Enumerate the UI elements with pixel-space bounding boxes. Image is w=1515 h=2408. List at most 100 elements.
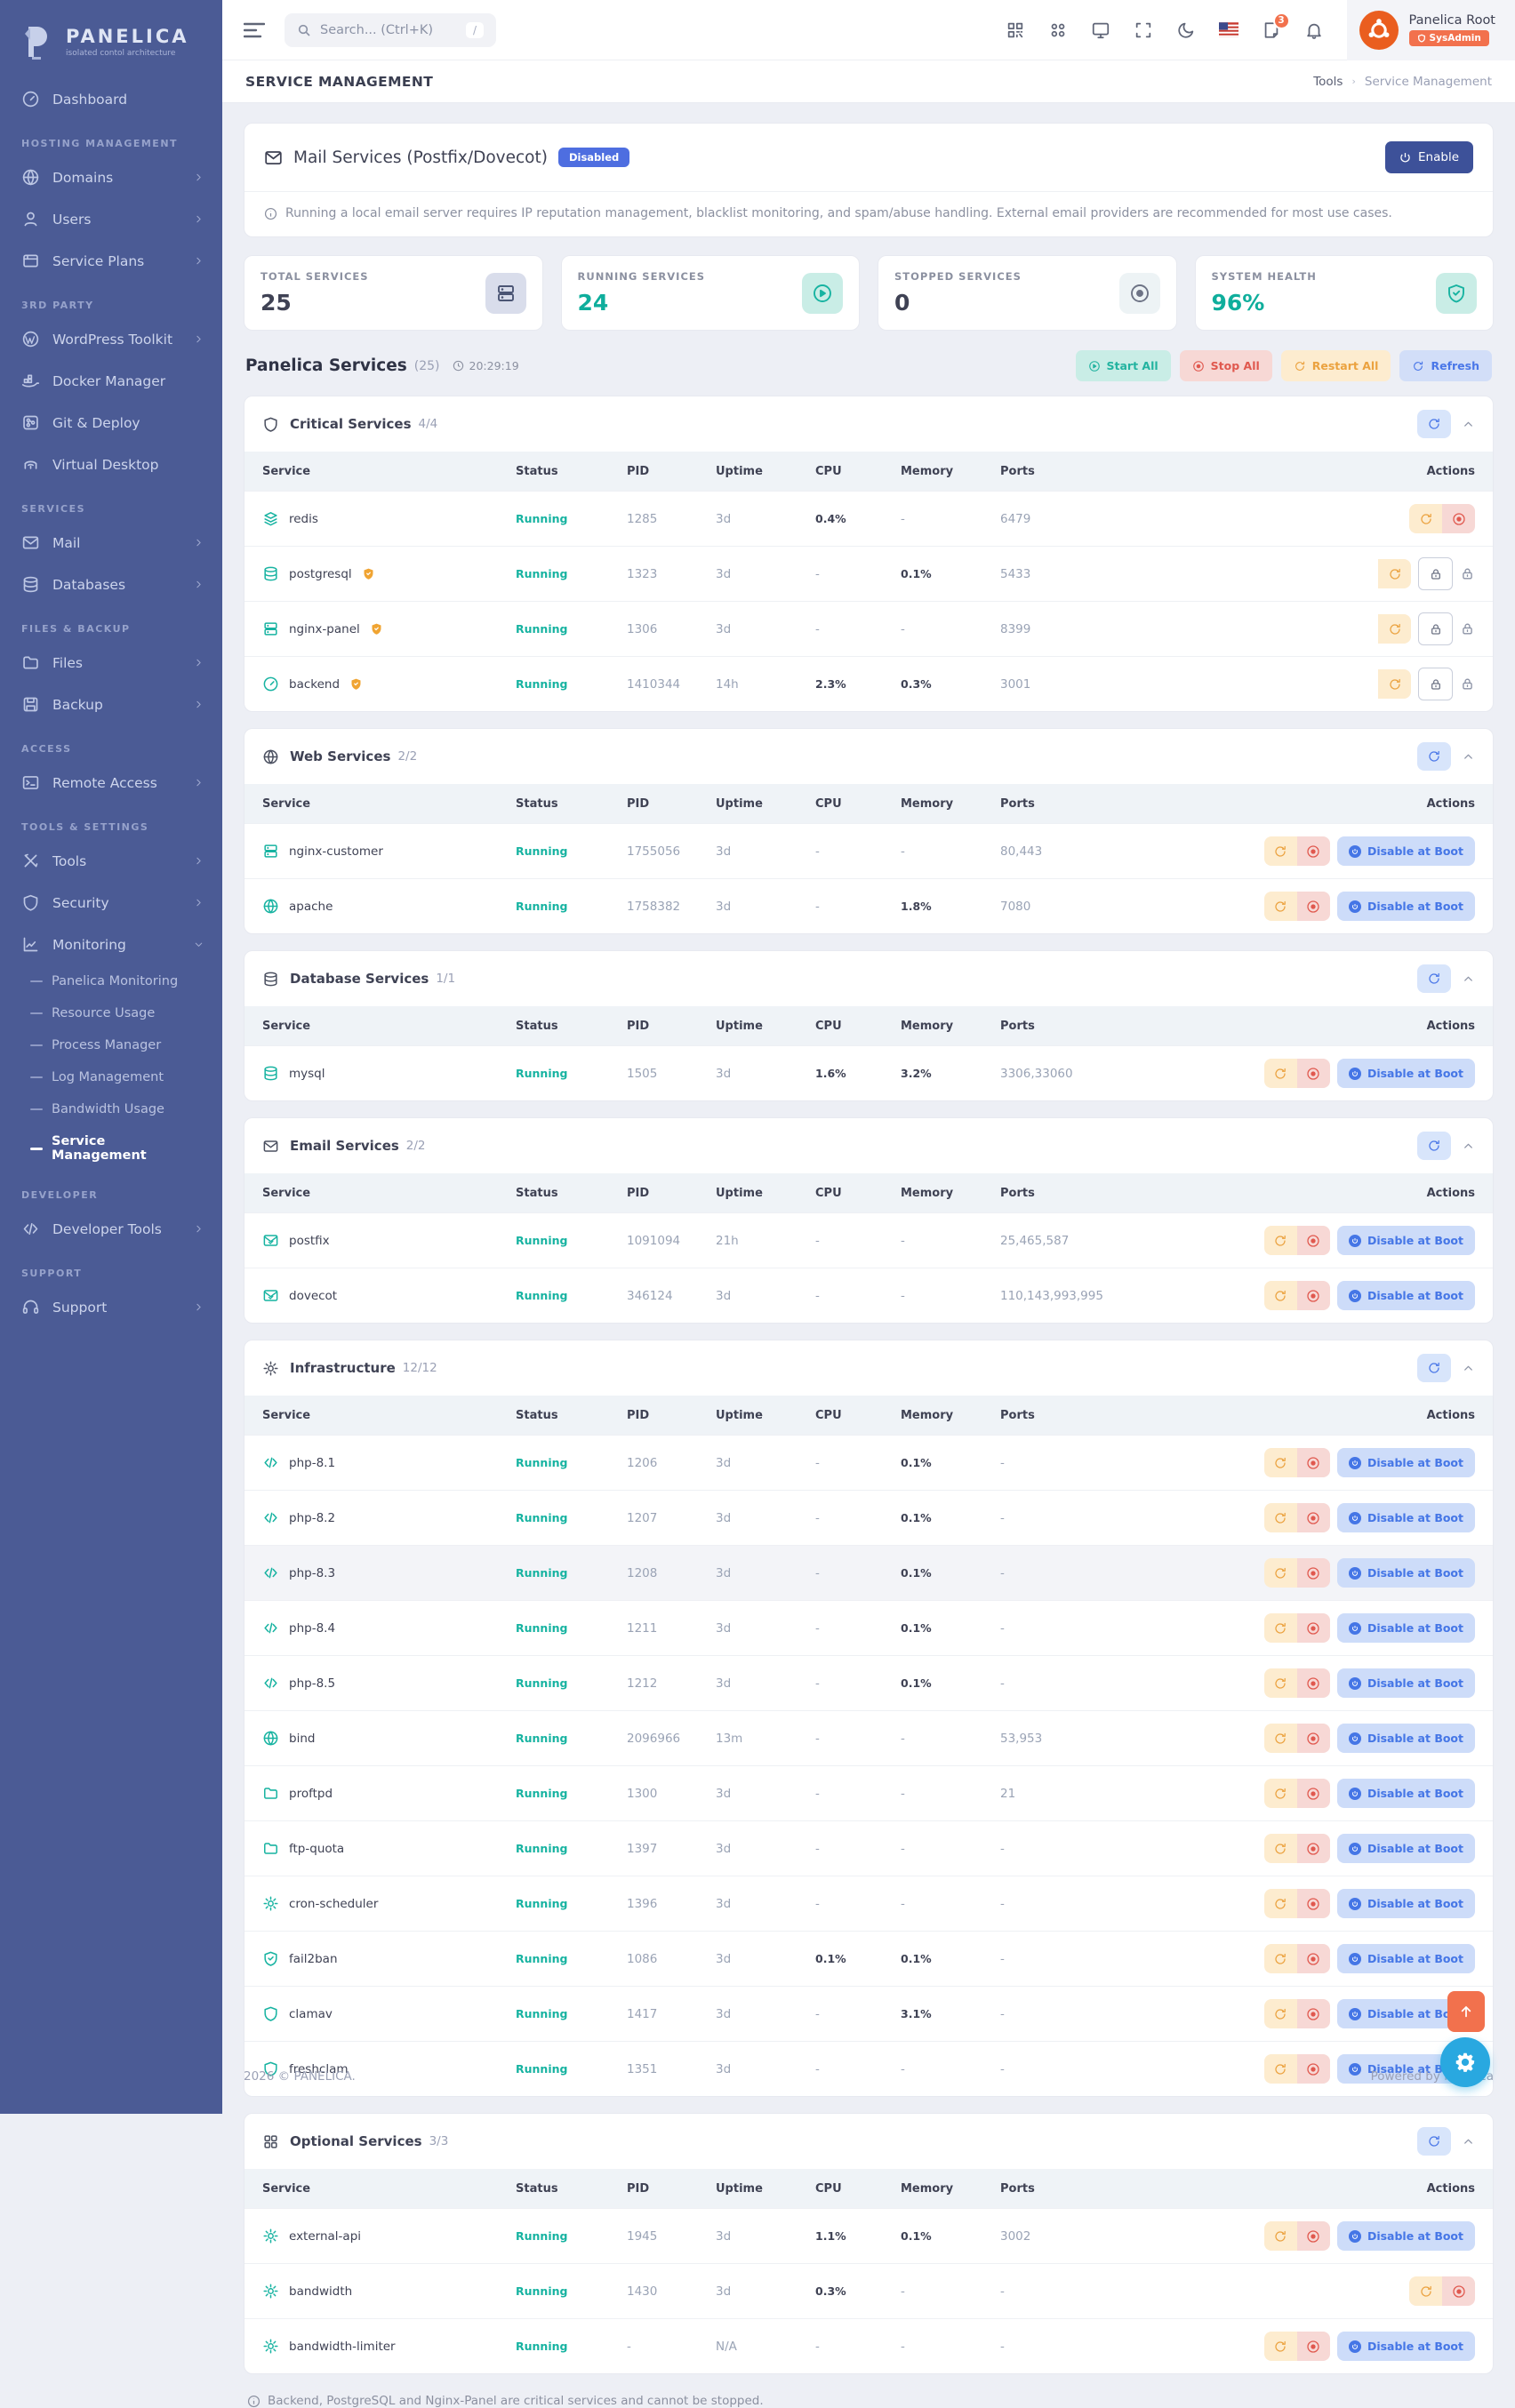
stop-service-button[interactable] — [1296, 2332, 1330, 2361]
disable-at-boot-button[interactable]: Disable at Boot — [1336, 1503, 1475, 1532]
restart-service-button[interactable] — [1263, 1226, 1297, 1255]
disable-at-boot-button[interactable]: Disable at Boot — [1336, 2332, 1475, 2361]
sidebar-item-users[interactable]: Users — [0, 198, 222, 240]
stop-service-button[interactable] — [1296, 1999, 1330, 2028]
sidebar-item-service-plans[interactable]: Service Plans — [0, 240, 222, 282]
sidebar-item-domains[interactable]: Domains — [0, 156, 222, 198]
stop-service-button[interactable] — [1296, 1779, 1330, 1808]
sidebar-item-virtual-desktop[interactable]: Virtual Desktop — [0, 444, 222, 485]
restart-service-button[interactable] — [1263, 1668, 1297, 1698]
group-refresh-button[interactable] — [1417, 1132, 1451, 1160]
sidebar-subitem-panelica-monitoring[interactable]: Panelica Monitoring — [0, 965, 222, 997]
group-collapse-button[interactable] — [1462, 418, 1475, 431]
restart-service-button[interactable] — [1263, 1613, 1297, 1643]
group-collapse-button[interactable] — [1462, 750, 1475, 764]
restart-service-button[interactable] — [1263, 1059, 1297, 1088]
disable-at-boot-button[interactable]: Disable at Boot — [1336, 1448, 1475, 1477]
stop-service-button[interactable] — [1296, 1281, 1330, 1310]
sidebar-item-support[interactable]: Support — [0, 1286, 222, 1328]
sidebar-subitem-bandwidth-usage[interactable]: Bandwidth Usage — [0, 1093, 222, 1125]
stop-service-button[interactable] — [1296, 836, 1330, 866]
locked-service-button[interactable] — [1418, 668, 1453, 700]
disable-at-boot-button[interactable]: Disable at Boot — [1336, 1668, 1475, 1698]
restart-service-button[interactable] — [1263, 2332, 1297, 2361]
search-input[interactable]: Search... (Ctrl+K) / — [285, 12, 496, 47]
notifications-icon[interactable] — [1304, 20, 1324, 40]
qr-scanner-icon[interactable] — [1006, 20, 1025, 40]
group-collapse-button[interactable] — [1462, 972, 1475, 986]
restart-service-button[interactable] — [1263, 1944, 1297, 1973]
stop-service-button[interactable] — [1296, 1059, 1330, 1088]
stop-service-button[interactable] — [1296, 1944, 1330, 1973]
disable-at-boot-button[interactable]: Disable at Boot — [1336, 1613, 1475, 1643]
sidebar-item-dashboard[interactable]: Dashboard — [0, 78, 222, 120]
stop-service-button[interactable] — [1296, 1558, 1330, 1588]
fullscreen-icon[interactable] — [1134, 20, 1153, 40]
sidebar-item-developer-tools[interactable]: Developer Tools — [0, 1208, 222, 1250]
disable-at-boot-button[interactable]: Disable at Boot — [1336, 1226, 1475, 1255]
sidebar-item-tools[interactable]: Tools — [0, 840, 222, 882]
sidebar-item-mail[interactable]: Mail — [0, 522, 222, 564]
restart-service-button[interactable] — [1409, 504, 1442, 533]
disable-at-boot-button[interactable]: Disable at Boot — [1336, 1059, 1475, 1088]
settings-fab-button[interactable] — [1440, 2037, 1490, 2087]
stop-all-button[interactable]: Stop All — [1179, 350, 1272, 381]
sidebar-subitem-service-management[interactable]: Service Management — [0, 1125, 222, 1172]
refresh-button[interactable]: Refresh — [1399, 350, 1492, 381]
disable-at-boot-button[interactable]: Disable at Boot — [1336, 1779, 1475, 1808]
sidebar-item-wordpress-toolkit[interactable]: WordPress Toolkit — [0, 318, 222, 360]
restart-service-button[interactable] — [1409, 2276, 1442, 2306]
menu-toggle-icon[interactable] — [244, 22, 265, 38]
monitor-icon[interactable] — [1091, 20, 1110, 40]
restart-service-button[interactable] — [1263, 1281, 1297, 1310]
stop-service-button[interactable] — [1296, 1448, 1330, 1477]
sidebar-item-monitoring[interactable]: Monitoring — [0, 924, 222, 965]
restart-service-button[interactable] — [1263, 1448, 1297, 1477]
stop-service-button[interactable] — [1296, 1503, 1330, 1532]
sidebar-item-files[interactable]: Files — [0, 642, 222, 684]
disable-at-boot-button[interactable]: Disable at Boot — [1336, 836, 1475, 866]
disable-at-boot-button[interactable]: Disable at Boot — [1336, 1889, 1475, 1918]
disable-at-boot-button[interactable]: Disable at Boot — [1336, 1558, 1475, 1588]
restart-service-button[interactable] — [1263, 1503, 1297, 1532]
group-collapse-button[interactable] — [1462, 1362, 1475, 1375]
restart-service-button[interactable] — [1263, 1558, 1297, 1588]
restart-service-button[interactable] — [1263, 836, 1297, 866]
sidebar-item-remote-access[interactable]: Remote Access — [0, 762, 222, 804]
stop-service-button[interactable] — [1442, 2276, 1475, 2306]
restart-all-button[interactable]: Restart All — [1280, 350, 1391, 381]
sidebar-subitem-resource-usage[interactable]: Resource Usage — [0, 997, 222, 1029]
group-refresh-button[interactable] — [1417, 410, 1451, 438]
restart-service-button[interactable] — [1263, 892, 1297, 921]
stop-service-button[interactable] — [1296, 1724, 1330, 1753]
sidebar-item-docker-manager[interactable]: Docker Manager — [0, 360, 222, 402]
disable-at-boot-button[interactable]: Disable at Boot — [1336, 1281, 1475, 1310]
stop-service-button[interactable] — [1296, 1834, 1330, 1863]
dark-mode-icon[interactable] — [1176, 20, 1196, 40]
disable-at-boot-button[interactable]: Disable at Boot — [1336, 1944, 1475, 1973]
sidebar-item-git-deploy[interactable]: Git & Deploy — [0, 402, 222, 444]
apps-grid-icon[interactable] — [1048, 20, 1068, 40]
restart-service-button[interactable] — [1263, 1724, 1297, 1753]
disable-at-boot-button[interactable]: Disable at Boot — [1336, 892, 1475, 921]
locked-service-button[interactable] — [1418, 612, 1453, 645]
restart-service-button[interactable] — [1263, 1889, 1297, 1918]
enable-button[interactable]: Enable — [1385, 141, 1473, 173]
sidebar-subitem-process-manager[interactable]: Process Manager — [0, 1029, 222, 1061]
group-refresh-button[interactable] — [1417, 964, 1451, 993]
restart-service-button[interactable] — [1378, 669, 1411, 699]
sidebar-item-security[interactable]: Security — [0, 882, 222, 924]
stop-service-button[interactable] — [1296, 1613, 1330, 1643]
disable-at-boot-button[interactable]: Disable at Boot — [1336, 1834, 1475, 1863]
start-all-button[interactable]: Start All — [1075, 350, 1171, 381]
stop-service-button[interactable] — [1442, 504, 1475, 533]
group-collapse-button[interactable] — [1462, 1140, 1475, 1153]
stop-service-button[interactable] — [1296, 892, 1330, 921]
restart-service-button[interactable] — [1263, 1834, 1297, 1863]
language-flag-icon[interactable] — [1218, 22, 1238, 37]
sidebar-item-backup[interactable]: Backup — [0, 684, 222, 725]
restart-service-button[interactable] — [1263, 1999, 1297, 2028]
disable-at-boot-button[interactable]: Disable at Boot — [1336, 1724, 1475, 1753]
restart-service-button[interactable] — [1378, 614, 1411, 644]
stop-service-button[interactable] — [1296, 1668, 1330, 1698]
